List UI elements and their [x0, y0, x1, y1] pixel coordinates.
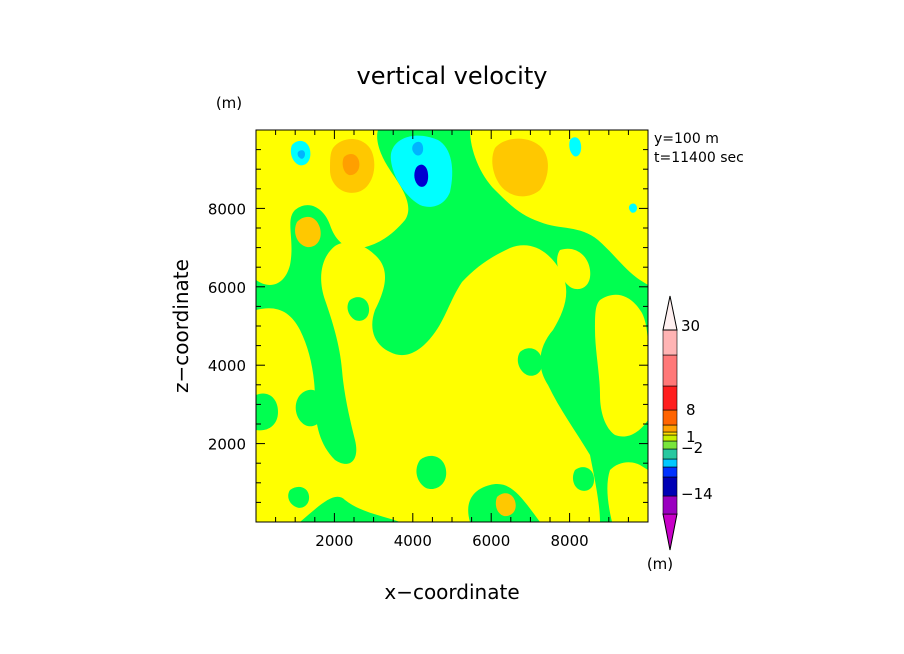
colorbar-level [662, 409, 678, 426]
info-y-position: y=100 m [654, 131, 719, 147]
colorbar-label: 30 [681, 317, 700, 335]
colorbar-level [662, 431, 678, 436]
field-positive-maxima-orange [295, 138, 548, 517]
y-tick-label: 4000 [208, 357, 246, 375]
colorbar-label: −14 [681, 485, 713, 503]
y-tick-label: 6000 [208, 279, 246, 297]
info-time: t=11400 sec [654, 150, 744, 166]
axis-ticks [256, 130, 648, 522]
field-minimum-core-dark-blue [414, 164, 429, 187]
y-tick-label: 2000 [208, 436, 246, 454]
x-tick-label: 6000 [472, 532, 510, 550]
x-tick-label: 2000 [315, 532, 353, 550]
x-axis-label: x−coordinate [384, 580, 519, 604]
colorbar-level [662, 329, 678, 356]
colorbar-level [662, 385, 678, 411]
colorbar-level [662, 354, 678, 387]
x-tick-label: 4000 [394, 532, 432, 550]
field-near-zero-patches-green [256, 297, 595, 508]
colorbar-label: 1 [686, 428, 696, 446]
colorbar-label: −2 [681, 439, 703, 457]
colorbar-label: 8 [686, 401, 696, 419]
colorbar-level [662, 424, 678, 433]
colorbar-level [662, 440, 678, 450]
colorbar-level [662, 458, 678, 468]
y-tick-label: 8000 [208, 200, 246, 218]
colorbar-level [662, 448, 678, 460]
colorbar-level [662, 466, 678, 478]
colorbar-level [662, 476, 678, 497]
colorbar-unit-label: (m) [647, 555, 673, 573]
colorbar-level [662, 434, 678, 442]
velocity-field [256, 130, 648, 522]
field-maximum-core-dark-orange [342, 153, 360, 176]
colorbar [662, 295, 678, 551]
colorbar-level [662, 513, 678, 551]
field-negative-patches-mid-blue [297, 141, 424, 159]
colorbar-level [662, 495, 678, 515]
x-tick-label: 8000 [551, 532, 589, 550]
y-unit-label: (m) [216, 94, 242, 112]
chart-title: vertical velocity [357, 62, 548, 90]
colorbar-level [662, 295, 678, 331]
y-axis-label: z−coordinate [169, 259, 193, 393]
